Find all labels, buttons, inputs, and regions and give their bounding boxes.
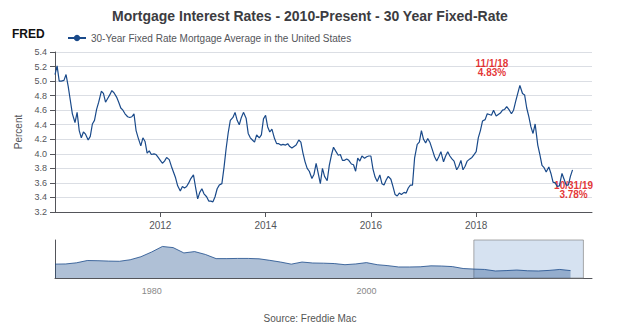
svg-text:4.6: 4.6 <box>34 105 47 115</box>
svg-text:3.2: 3.2 <box>34 207 47 217</box>
svg-text:4.0: 4.0 <box>34 149 47 159</box>
svg-text:4.2: 4.2 <box>34 134 47 144</box>
svg-text:4.4: 4.4 <box>34 120 47 130</box>
svg-text:Source: Freddie Mac: Source: Freddie Mac <box>264 313 357 324</box>
svg-text:2012: 2012 <box>149 220 172 231</box>
svg-text:3.78%: 3.78% <box>559 189 587 200</box>
svg-text:11/1/18: 11/1/18 <box>475 57 509 69</box>
svg-text:3.8: 3.8 <box>34 163 47 173</box>
svg-text:4.83%: 4.83% <box>478 67 506 78</box>
svg-text:FRED: FRED <box>12 27 45 41</box>
svg-text:Mortgage Interest Rates - 2010: Mortgage Interest Rates - 2010-Present -… <box>112 8 508 24</box>
svg-text:1980: 1980 <box>142 286 162 296</box>
svg-text:2016: 2016 <box>360 220 383 231</box>
svg-text:2014: 2014 <box>254 220 277 231</box>
svg-text:3.4: 3.4 <box>34 192 47 202</box>
svg-text:Percent: Percent <box>13 115 24 150</box>
svg-text:2018: 2018 <box>465 220 488 231</box>
svg-text:30-Year Fixed Rate Mortgage Av: 30-Year Fixed Rate Mortgage Average in t… <box>91 33 351 44</box>
svg-text:5.4: 5.4 <box>34 47 47 57</box>
svg-text:2000: 2000 <box>356 286 376 296</box>
svg-text:5.0: 5.0 <box>34 76 47 86</box>
svg-text:4.8: 4.8 <box>34 91 47 101</box>
svg-text:3.6: 3.6 <box>34 178 47 188</box>
svg-text:5.2: 5.2 <box>34 62 47 72</box>
